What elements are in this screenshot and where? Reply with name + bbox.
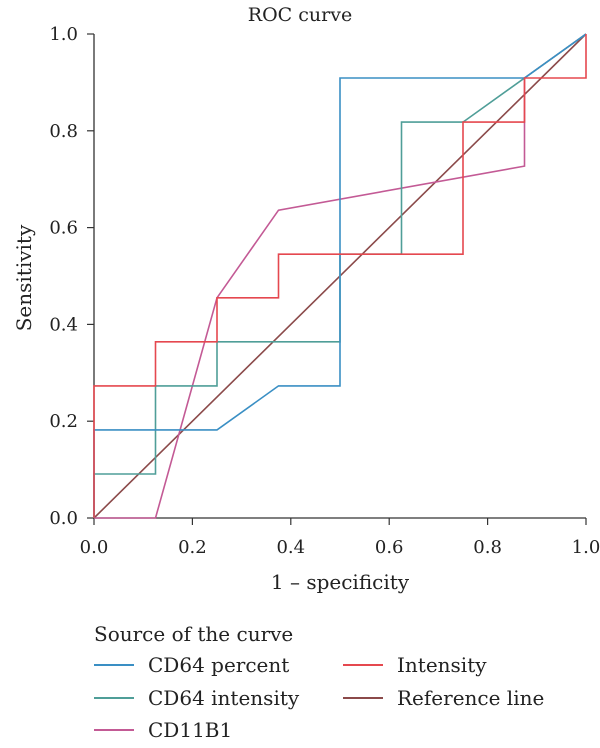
legend-item-reference-line: Reference line — [343, 685, 544, 711]
legend-swatch — [343, 664, 383, 666]
legend-label: Reference line — [397, 686, 545, 710]
legend-label: Intensity — [397, 653, 487, 677]
x-tick-label: 0.2 — [178, 537, 207, 558]
legend-label: CD11B1 — [148, 718, 233, 742]
y-tick-label: 0.8 — [49, 121, 78, 142]
legend-swatch — [94, 697, 134, 699]
x-tick-label: 1.0 — [572, 537, 600, 558]
legend-title: Source of the curve — [94, 622, 294, 646]
series-line-cd64-intensity — [93, 33, 587, 518]
x-tick-label: 0.6 — [375, 537, 404, 558]
chart-title: ROC curve — [247, 4, 353, 26]
x-tick-label: 0.4 — [276, 537, 305, 558]
roc-chart: 0.0 0.2 0.4 0.6 0.8 1.0 0.0 0.2 0.4 0.6 0.8 1.0 — [49, 24, 600, 558]
x-tick-label: 0.8 — [473, 537, 502, 558]
legend-swatch — [94, 664, 134, 666]
x-tick-label: 0.0 — [80, 537, 109, 558]
legend-item-cd11b1: CD11B1 — [94, 717, 232, 743]
y-tick-label: 0.2 — [49, 411, 78, 432]
legend-swatch — [343, 697, 383, 699]
legend-label: CD64 intensity — [148, 686, 300, 710]
legend-item-cd64-percent: CD64 percent — [94, 652, 289, 678]
y-axis-label: Sensitivity — [12, 224, 36, 332]
legend-label: CD64 percent — [148, 653, 290, 677]
y-tick-label: 0.4 — [49, 314, 78, 335]
y-tick-label: 0.6 — [49, 218, 78, 239]
series-line-cd64-percent — [93, 33, 587, 518]
y-tick-label: 1.0 — [49, 24, 78, 45]
legend-item-intensity: Intensity — [343, 652, 487, 678]
series-line-intensity — [93, 34, 587, 518]
legend-swatch — [94, 729, 134, 731]
x-axis-label: 1 – specificity — [270, 570, 410, 594]
legend-item-cd64-intensity: CD64 intensity — [94, 685, 299, 711]
y-tick-label: 0.0 — [49, 508, 78, 529]
